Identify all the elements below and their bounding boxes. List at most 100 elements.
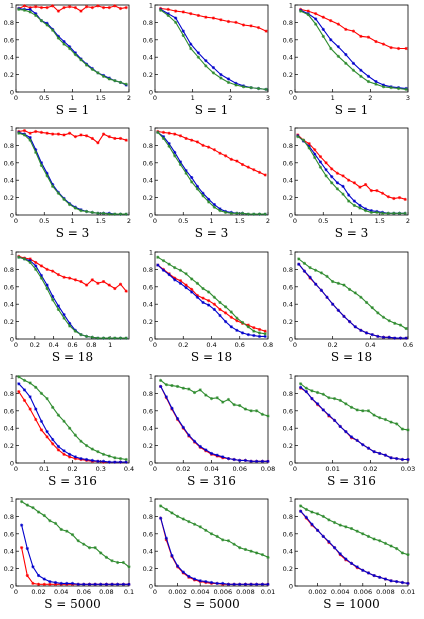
data-point-blue (170, 553, 174, 558)
data-point-red (42, 582, 46, 586)
x-tick-label: 1 (70, 217, 74, 225)
y-tick-label: 0.4 (143, 548, 153, 556)
data-point-red (28, 6, 32, 10)
data-point-red (48, 582, 52, 586)
data-point-green (48, 519, 52, 523)
data-point-green (316, 390, 320, 395)
data-point-green (304, 386, 308, 390)
data-point-green (387, 319, 391, 323)
data-point-green (195, 281, 199, 285)
data-point-green (184, 272, 188, 276)
data-point-red (359, 34, 363, 38)
data-point-blue (196, 51, 200, 55)
x-tick-label: 0.008 (376, 588, 395, 596)
data-point-green (324, 174, 328, 178)
data-point-green (118, 336, 123, 340)
x-tick-label: 2 (406, 217, 410, 225)
data-point-red (324, 161, 328, 165)
data-point-green (406, 553, 410, 557)
data-point-green (73, 329, 77, 333)
data-point-blue (127, 582, 131, 586)
data-point-red (178, 134, 183, 138)
data-point-blue (351, 61, 355, 65)
data-point-blue (355, 438, 359, 442)
data-point-green (325, 274, 329, 278)
x-tick-label: 3 (266, 94, 270, 102)
data-point-green (176, 384, 180, 389)
data-point-green (246, 325, 250, 329)
x-tick-label: 0 (153, 588, 157, 596)
data-point-blue (45, 171, 49, 175)
y-tick-label: 1 (10, 249, 14, 257)
x-tick-label: 0.01 (261, 588, 275, 596)
data-point-blue (164, 536, 168, 540)
data-point-blue (336, 45, 340, 49)
subplot-2: 0 0.2 0.4 0.6 0.8 1 0 1 2 3 S = 1 (143, 2, 270, 118)
data-point-green (28, 260, 32, 265)
data-point-green (68, 46, 72, 51)
data-point-green (299, 382, 303, 386)
data-point-green (198, 388, 202, 392)
data-point-red (226, 19, 231, 24)
data-point-red (366, 35, 371, 39)
data-point-green (159, 504, 163, 508)
y-tick-label: 0.6 (4, 36, 14, 44)
data-point-blue (219, 73, 223, 77)
data-point-blue (304, 390, 308, 394)
data-point-green (124, 336, 128, 340)
data-point-green (318, 165, 323, 169)
data-point-green (167, 144, 171, 148)
data-point-green (190, 277, 194, 281)
data-point-red (234, 20, 238, 24)
data-point-green (62, 316, 66, 320)
y-tick-label: 0.6 (143, 159, 153, 167)
data-point-blue (366, 446, 371, 450)
data-point-blue (76, 582, 80, 586)
data-point-green (372, 413, 376, 417)
data-point-green (331, 279, 335, 284)
data-point-green (221, 400, 225, 404)
data-point-red (347, 178, 351, 182)
data-point-red (124, 6, 128, 10)
subplot-caption: S = 316 (48, 474, 97, 488)
data-point-red (118, 136, 123, 141)
data-point-green (174, 20, 178, 24)
data-point-green (204, 393, 208, 397)
data-point-blue (25, 546, 29, 551)
y-tick-label: 0.6 (283, 283, 293, 291)
data-point-blue (297, 262, 301, 266)
data-point-green (68, 324, 72, 328)
subplot-9: 0 0.2 0.4 0.6 0.8 1 0 0.2 0.4 0.6 S = 18 (283, 249, 414, 365)
x-tick-label: 1 (209, 217, 213, 225)
data-point-blue (376, 334, 380, 338)
subplot-caption: S = 1 (195, 103, 229, 117)
y-tick-label: 0.6 (4, 530, 14, 538)
data-point-red (96, 281, 100, 285)
data-point-green (62, 42, 66, 46)
plot-frame (15, 375, 130, 464)
data-point-green (176, 514, 180, 518)
x-tick-label: 1 (191, 94, 195, 102)
data-point-green (348, 287, 352, 292)
data-point-red (118, 6, 123, 11)
data-point-green (386, 211, 390, 215)
subplot-12: 0 0.2 0.4 0.6 0.8 1 0 0.01 0.02 0.03 S = 316 (283, 373, 416, 489)
data-point-blue (207, 303, 211, 307)
x-tick-label: 0.008 (236, 588, 255, 596)
data-point-green (28, 10, 32, 14)
data-point-blue (73, 455, 77, 459)
data-point-green (395, 546, 399, 551)
data-point-green (173, 266, 177, 270)
y-tick-label: 0 (10, 460, 14, 468)
data-point-green (383, 417, 387, 422)
data-point-green (65, 529, 69, 533)
data-point-green (349, 405, 354, 409)
data-point-green (39, 163, 44, 168)
data-point-green (396, 86, 401, 91)
data-point-red (264, 29, 268, 33)
data-point-red (37, 582, 41, 586)
data-point-red (235, 319, 239, 323)
y-tick-label: 0 (149, 89, 153, 97)
data-point-green (255, 409, 259, 413)
data-point-red (224, 154, 228, 158)
